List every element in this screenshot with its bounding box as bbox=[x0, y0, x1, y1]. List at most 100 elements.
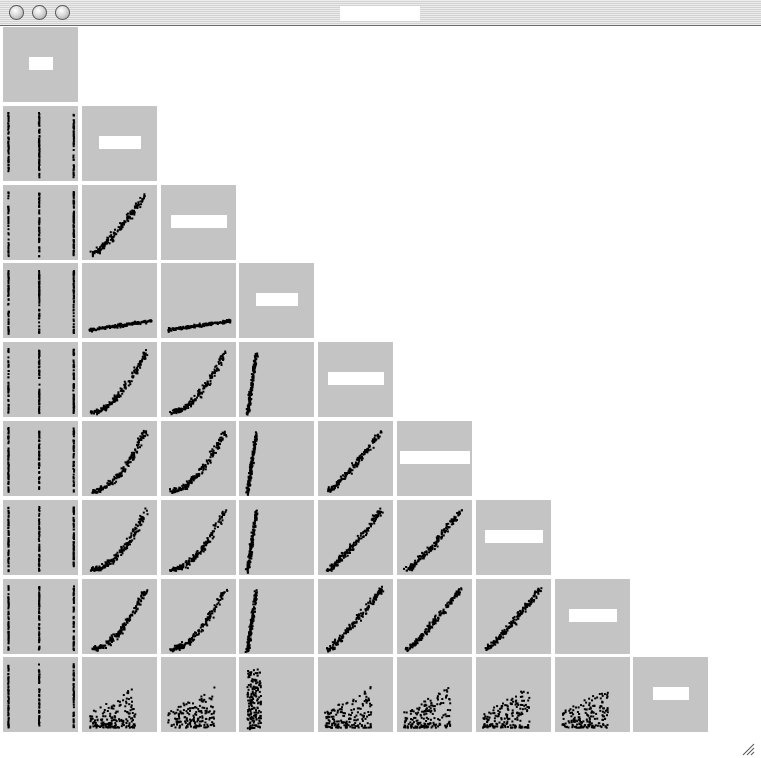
scatter-point bbox=[251, 455, 254, 458]
scatter-point bbox=[135, 608, 138, 611]
scatter-point bbox=[7, 122, 10, 125]
scatter-point bbox=[148, 319, 151, 322]
scatter-point bbox=[221, 519, 224, 522]
scatter-point bbox=[188, 401, 191, 404]
scatter-point bbox=[7, 452, 10, 455]
scatter-point bbox=[374, 520, 376, 522]
diagonal-panel bbox=[3, 27, 78, 102]
scatter-point bbox=[132, 322, 135, 325]
scatter-point bbox=[255, 516, 258, 519]
scatter-point bbox=[123, 625, 126, 628]
scatter-point bbox=[427, 626, 430, 629]
scatter-point bbox=[197, 633, 200, 636]
zoom-button[interactable] bbox=[55, 5, 70, 20]
scatter-point bbox=[333, 486, 336, 489]
scatter-point bbox=[343, 632, 346, 635]
scatter-point bbox=[248, 476, 251, 479]
scatter-point bbox=[452, 522, 455, 525]
scatter-point bbox=[117, 555, 119, 558]
scatter-point bbox=[338, 636, 341, 639]
scatter-point bbox=[353, 625, 356, 628]
scatter-point bbox=[375, 596, 378, 599]
scatter-point bbox=[7, 636, 10, 639]
window-titlebar[interactable] bbox=[0, 0, 761, 26]
scatter-point bbox=[91, 648, 94, 651]
scatter-point bbox=[7, 533, 10, 536]
scatter-points bbox=[7, 270, 76, 335]
scatter-point bbox=[179, 410, 182, 413]
scatter-point bbox=[7, 209, 10, 212]
scatter-point bbox=[72, 720, 75, 723]
diagonal-panel bbox=[239, 263, 314, 338]
scatter-point bbox=[176, 567, 179, 570]
scatter-point bbox=[495, 636, 498, 639]
scatter-point bbox=[7, 330, 10, 333]
scatter-point bbox=[38, 450, 41, 453]
scatter-point bbox=[72, 241, 75, 244]
scatter-point bbox=[430, 625, 433, 628]
scatter-point bbox=[113, 234, 116, 237]
scatter-point bbox=[213, 445, 216, 448]
close-button[interactable] bbox=[9, 5, 24, 20]
scatter-point bbox=[203, 386, 206, 389]
scatter-point bbox=[327, 488, 330, 491]
scatter-point bbox=[223, 320, 226, 323]
scatter-point bbox=[72, 556, 75, 559]
minimize-button[interactable] bbox=[32, 5, 47, 20]
scatter-point bbox=[7, 519, 10, 521]
scatter-point bbox=[217, 520, 220, 523]
scatter-point bbox=[72, 254, 75, 257]
scatter-point bbox=[371, 603, 374, 606]
scatter-point bbox=[490, 641, 493, 644]
scatter-point bbox=[135, 527, 138, 530]
scatter-point bbox=[252, 607, 255, 610]
scatter-point bbox=[7, 678, 10, 681]
scatter-point bbox=[38, 623, 41, 626]
scatter-point bbox=[254, 355, 256, 358]
scatter-point bbox=[7, 552, 10, 555]
scatter-point bbox=[357, 459, 360, 462]
scatter-point bbox=[221, 438, 224, 441]
scatter-point bbox=[455, 595, 458, 598]
scatter-panel bbox=[239, 500, 314, 575]
scatter-point bbox=[111, 401, 114, 404]
scatter-point bbox=[38, 408, 41, 411]
scatter-point bbox=[122, 469, 125, 472]
scatter-point bbox=[144, 435, 146, 438]
scatter-point bbox=[192, 326, 195, 329]
scatter-point bbox=[248, 631, 251, 634]
scatter-point bbox=[202, 465, 205, 468]
scatter-point bbox=[220, 522, 223, 525]
scatter-point bbox=[38, 276, 40, 279]
scatter-point bbox=[121, 550, 124, 553]
scatter-point bbox=[211, 322, 213, 325]
scatter-panel bbox=[397, 500, 472, 575]
scatter-point bbox=[72, 525, 75, 528]
scatter-point bbox=[222, 358, 225, 361]
scatter-point bbox=[38, 270, 41, 272]
scatter-point bbox=[7, 408, 10, 411]
scatter-point bbox=[252, 365, 255, 368]
scatter-point bbox=[190, 403, 193, 406]
scatter-point bbox=[93, 647, 96, 650]
scatter-point bbox=[7, 218, 10, 221]
scatter-point bbox=[413, 561, 416, 564]
scatter-point bbox=[7, 331, 10, 334]
scatter-point bbox=[142, 516, 145, 519]
scatter-point bbox=[213, 527, 216, 530]
scatter-panel bbox=[3, 185, 78, 260]
scatter-point bbox=[202, 387, 205, 390]
scatter-point bbox=[174, 568, 177, 571]
scatter-point bbox=[199, 395, 202, 398]
scatter-point bbox=[7, 569, 10, 572]
scatter-point bbox=[107, 565, 109, 567]
scatter-point bbox=[7, 429, 10, 432]
scatter-point bbox=[133, 612, 136, 615]
scatter-point bbox=[7, 720, 10, 722]
scatter-point bbox=[38, 398, 41, 401]
scatter-point bbox=[249, 472, 252, 475]
scatter-point bbox=[249, 476, 252, 479]
scatter-point bbox=[119, 632, 122, 635]
scatter-point bbox=[38, 176, 41, 179]
scatter-point bbox=[454, 595, 456, 598]
